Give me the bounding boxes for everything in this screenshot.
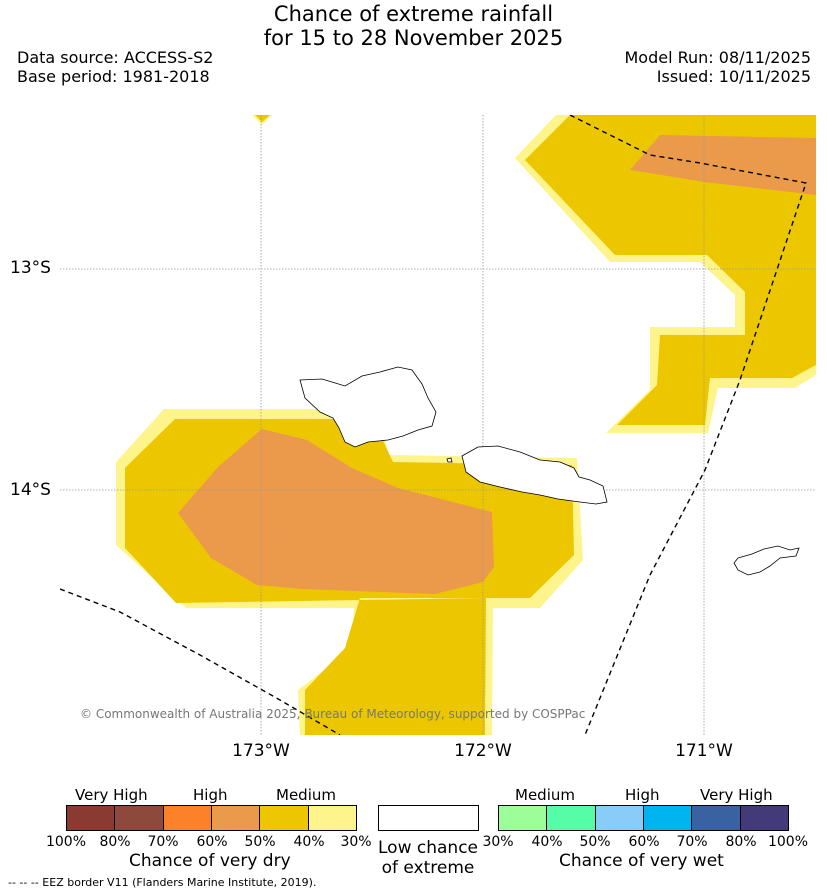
- graticule: [60, 115, 816, 735]
- lat-label-13s: 13°S: [10, 258, 51, 278]
- wet-category-very-high: Very High: [700, 786, 773, 804]
- dry-category-medium: Medium: [276, 786, 336, 804]
- savaii-island: [299, 366, 437, 448]
- wet-swatch-4: [643, 806, 693, 830]
- low-chance-line-1: Low chance: [378, 838, 478, 858]
- copyright-note: © Commonwealth of Australia 2025, Bureau…: [80, 707, 586, 721]
- eez-border: [60, 115, 807, 735]
- dry-tick: 50%: [244, 834, 276, 850]
- lon-label-172w: 172°W: [454, 741, 512, 761]
- wet-swatch-6: [740, 806, 788, 830]
- manono-island: [446, 457, 453, 463]
- dry-swatch-6: [308, 806, 356, 830]
- dry-swatch-2: [115, 806, 164, 830]
- map-title: Chance of extreme rainfall for 15 to 28 …: [0, 2, 827, 50]
- lon-label-173w: 173°W: [232, 741, 290, 761]
- probability-50-60-zone: [178, 135, 816, 594]
- dry-tick: 80%: [99, 834, 131, 850]
- wet-swatch-1: [499, 806, 548, 830]
- low-chance-line-2: of extreme: [381, 858, 475, 878]
- dry-category-high: High: [193, 786, 228, 804]
- title-line-1: Chance of extreme rainfall: [273, 2, 554, 26]
- wet-swatch-5: [692, 806, 741, 830]
- dry-category-very-high: Very High: [75, 786, 148, 804]
- metadata-left: Data source: ACCESS-S2 Base period: 1981…: [17, 48, 213, 86]
- wet-tick: 70%: [676, 834, 708, 850]
- wet-tick: 30%: [482, 834, 514, 850]
- base-period: Base period: 1981-2018: [17, 67, 210, 86]
- dry-swatch-1: [67, 806, 116, 830]
- low-swatch: [379, 806, 478, 830]
- wet-colorbar-title: Chance of very wet: [559, 851, 724, 871]
- lat-label-14s: 14°S: [10, 480, 51, 500]
- issued-date: Issued: 10/11/2025: [656, 67, 811, 86]
- dry-tick: 100%: [45, 834, 87, 850]
- metadata-right: Model Run: 08/11/2025 Issued: 10/11/2025: [625, 48, 812, 86]
- low-chance-swatch: [378, 805, 479, 831]
- wet-tick: 80%: [725, 834, 757, 850]
- wet-tick: 50%: [579, 834, 611, 850]
- dry-colorbar: [66, 805, 357, 831]
- data-source: Data source: ACCESS-S2: [17, 48, 214, 67]
- tutuila-island: [733, 545, 800, 576]
- dry-tick: 30%: [340, 834, 372, 850]
- dry-swatch-5: [260, 806, 309, 830]
- wet-swatch-2: [547, 806, 596, 830]
- dry-colorbar-title: Chance of very dry: [129, 851, 291, 871]
- upolu-island: [461, 445, 608, 505]
- wet-tick: 100%: [767, 834, 809, 850]
- rainfall-map[interactable]: [60, 115, 816, 735]
- eez-border-note: -- -- -- EEZ border V11 (Flanders Marine…: [8, 876, 317, 889]
- lon-label-171w: 171°W: [675, 741, 733, 761]
- model-run: Model Run: 08/11/2025: [624, 48, 812, 67]
- low-chance-label: Low chance of extreme: [370, 838, 486, 878]
- dry-tick: 60%: [196, 834, 228, 850]
- wet-colorbar: [498, 805, 789, 831]
- dry-swatch-4: [211, 806, 261, 830]
- title-line-2: for 15 to 28 November 2025: [263, 26, 564, 50]
- wet-category-medium: Medium: [515, 786, 575, 804]
- wet-tick: 40%: [531, 834, 563, 850]
- dry-swatch-3: [163, 806, 212, 830]
- wet-category-high: High: [625, 786, 660, 804]
- wet-tick: 60%: [628, 834, 660, 850]
- wet-swatch-3: [595, 806, 644, 830]
- dry-tick: 70%: [147, 834, 179, 850]
- coastline: [299, 366, 800, 576]
- dry-tick: 40%: [293, 834, 325, 850]
